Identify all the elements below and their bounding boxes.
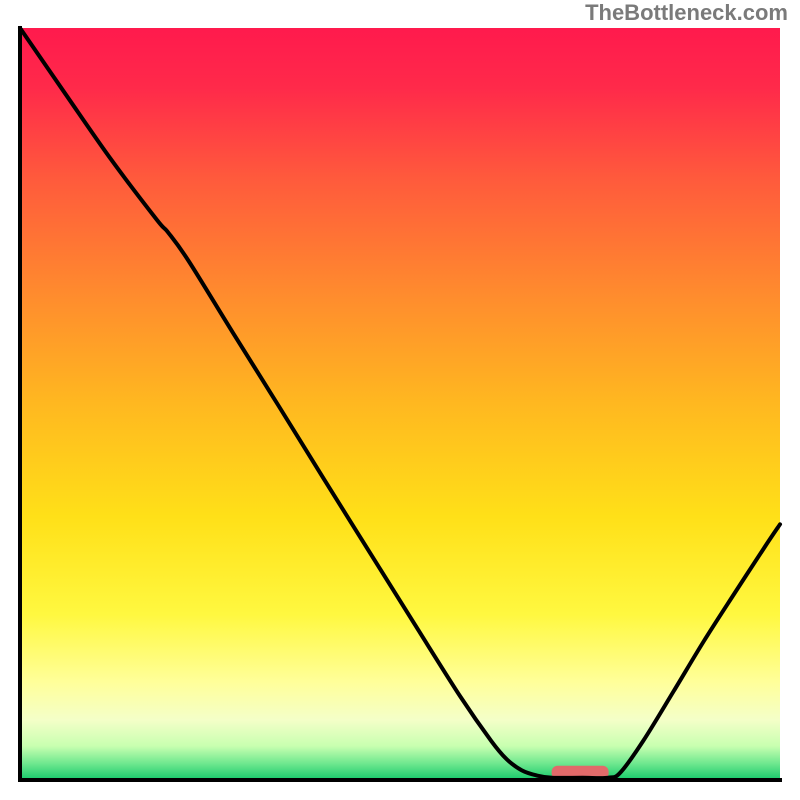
bottleneck-chart (0, 0, 800, 800)
chart-container: TheBottleneck.com (0, 0, 800, 800)
gradient-background (20, 28, 780, 780)
watermark-text: TheBottleneck.com (585, 0, 788, 26)
